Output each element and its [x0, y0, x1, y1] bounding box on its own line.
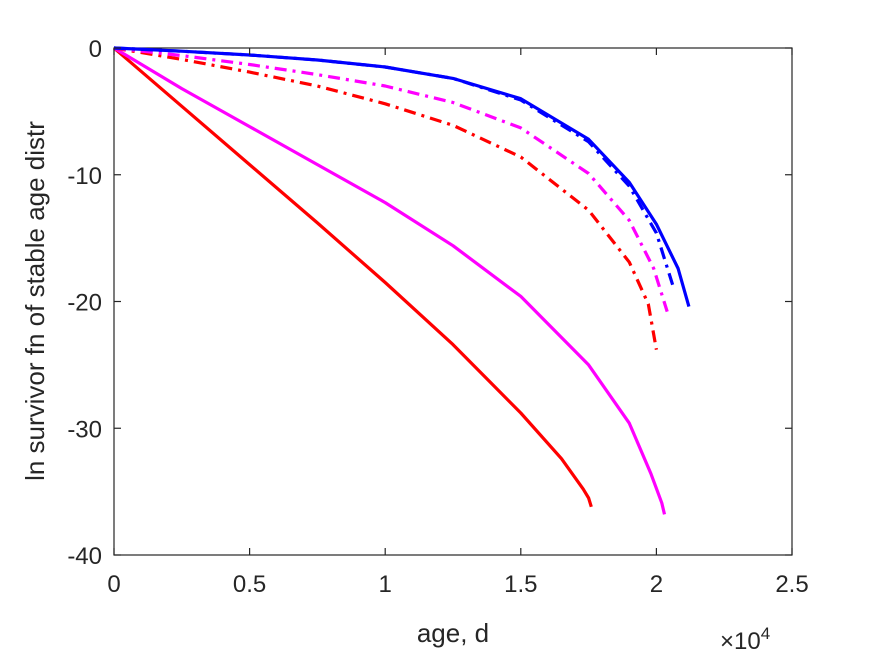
series-layer	[112, 46, 691, 515]
x-axis-label: age, d	[417, 618, 489, 648]
x-axis-exponent-power: 4	[761, 624, 770, 643]
series-line-1	[112, 46, 593, 508]
x-tick-label: 2.5	[775, 571, 808, 598]
x-tick-label: 1	[379, 571, 392, 598]
x-tick-label: 2	[650, 571, 663, 598]
series-line-4	[113, 46, 669, 313]
y-tick-label: 0	[89, 36, 102, 63]
series-line-3	[113, 46, 658, 350]
y-tick-label: -20	[67, 290, 102, 317]
series-line-6	[113, 46, 691, 308]
series-line-2	[113, 46, 667, 515]
axes-box	[113, 47, 793, 556]
x-tick-label: 1.5	[504, 571, 537, 598]
y-tick-label: -30	[67, 416, 102, 443]
y-tick-label: -10	[67, 163, 102, 190]
x-tick-label: 0.5	[233, 571, 266, 598]
x-tick-label: 0	[107, 571, 120, 598]
plot-area-frame	[113, 47, 793, 556]
x-axis-exponent: ×104	[720, 624, 770, 655]
y-axis-label: ln survivor fn of stable age distr	[20, 121, 50, 481]
tick-layer: 0 0.5 1 1.5 2 2.5 -40 -30 -20 -10 0	[67, 36, 808, 598]
y-tick-label: -40	[67, 543, 102, 570]
x-axis-exponent-base: ×10	[720, 628, 761, 655]
